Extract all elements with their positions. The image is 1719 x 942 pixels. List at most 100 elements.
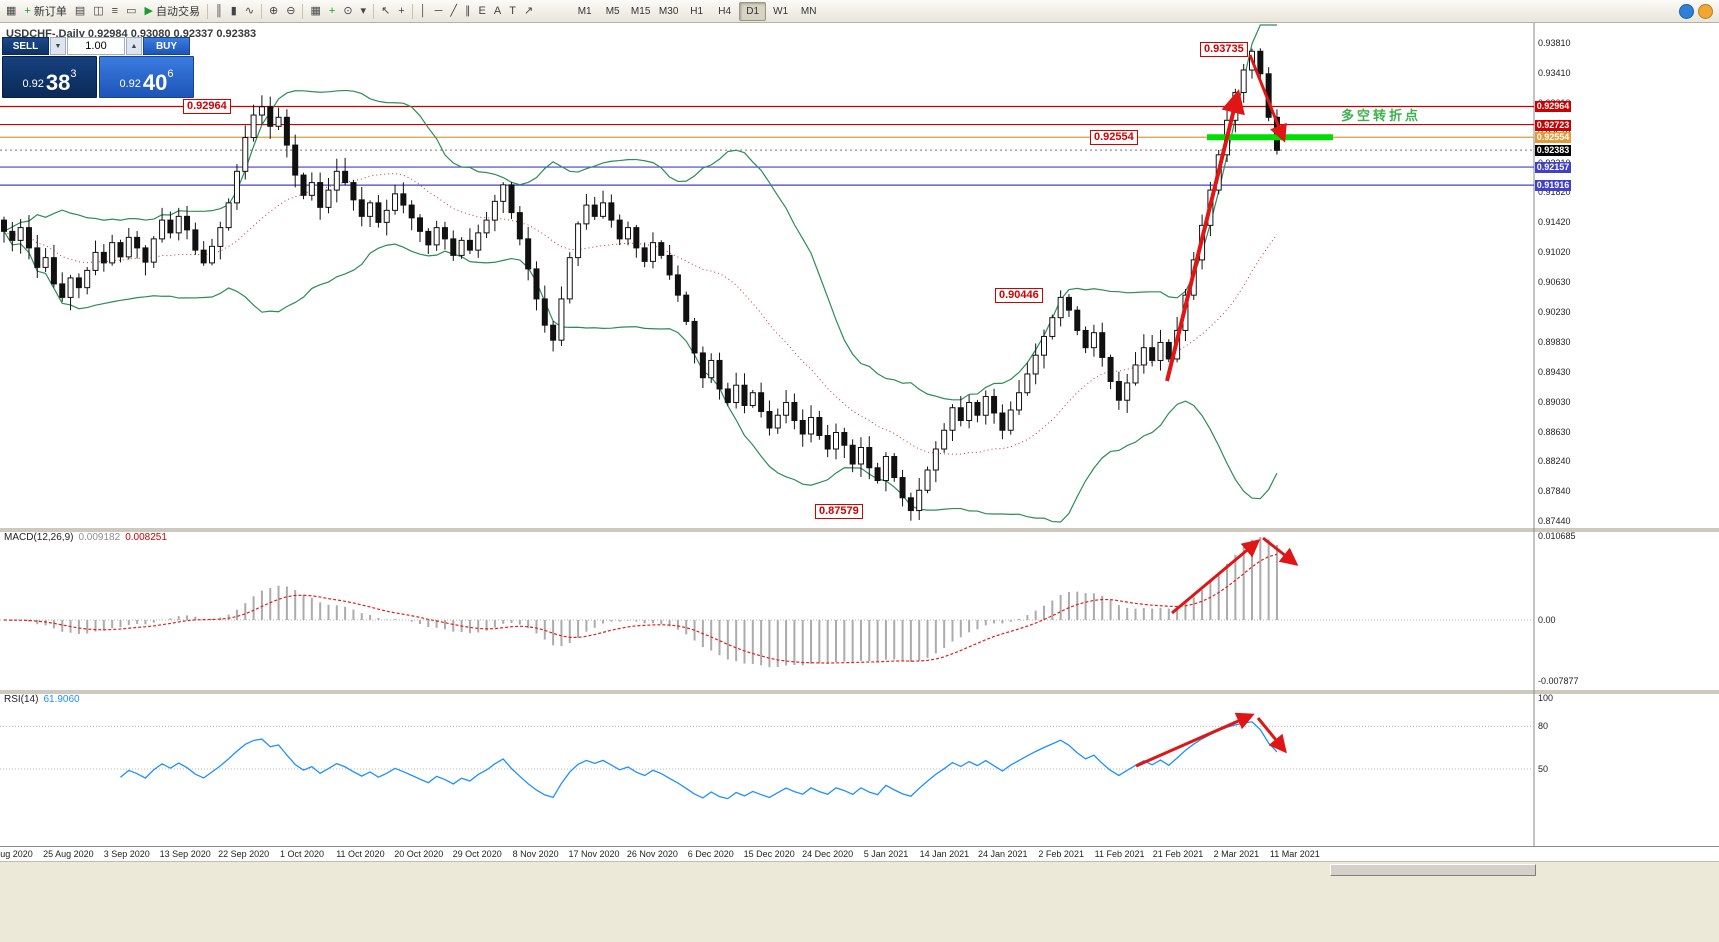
price-callout-label[interactable]: 0.92964 — [183, 99, 231, 115]
candle-body — [17, 227, 24, 241]
rsi-label: RSI(14) — [4, 694, 39, 705]
new-order-button[interactable]: + 新订单 — [20, 1, 70, 21]
volume-input[interactable] — [67, 37, 125, 55]
candle-body — [1, 219, 7, 232]
text-label-icon[interactable]: T — [505, 1, 520, 21]
indicators-button[interactable]: + — [325, 1, 339, 21]
sell-quote-button[interactable]: 0.92 38 3 — [2, 56, 97, 98]
panel-separator[interactable] — [0, 690, 1719, 694]
price-axis-label: 0.88240 — [1538, 456, 1571, 466]
time-axis-label: 26 Nov 2020 — [626, 849, 678, 859]
candle-body — [941, 429, 948, 450]
trend-arrow[interactable] — [1262, 536, 1299, 566]
timeframe-m1-button[interactable]: M1 — [577, 5, 592, 17]
candle-body — [59, 283, 66, 298]
equidistant-channel-icon[interactable]: ∥ — [461, 1, 475, 21]
candle-body — [117, 242, 124, 258]
candle-body — [833, 431, 839, 450]
rsi-axis-label: 50 — [1538, 764, 1549, 774]
candle-body — [167, 219, 174, 234]
bollinger-middle-band — [3, 172, 1278, 455]
trend-arrow[interactable] — [1256, 717, 1287, 754]
candle-body — [1082, 329, 1089, 349]
time-axis-label: 11 Oct 2020 — [336, 849, 385, 859]
candle-body — [1024, 373, 1031, 394]
candle-body — [100, 251, 107, 264]
sell-price-pip: 3 — [70, 68, 77, 80]
price-tag: 0.92723 — [1535, 119, 1571, 131]
candle-body — [258, 106, 265, 116]
candle-body — [84, 269, 91, 289]
zoom-out-icon[interactable]: ⊖ — [282, 1, 299, 21]
templates-button[interactable]: ▾ — [357, 1, 371, 21]
text-label-icon-glyph: T — [509, 4, 516, 17]
trend-arrow[interactable] — [1171, 539, 1261, 615]
candle-body — [932, 448, 939, 471]
timeframe-m15-button[interactable]: M15 — [630, 5, 651, 17]
candle-body — [1240, 69, 1247, 94]
panel-separator[interactable] — [0, 528, 1719, 532]
candle-body — [1132, 364, 1139, 384]
candle-body — [841, 431, 848, 446]
vertical-line-icon[interactable]: │ — [416, 1, 431, 21]
price-callout-label[interactable]: 0.93735 — [1200, 41, 1248, 57]
volume-up-button[interactable]: ▲ — [126, 37, 142, 55]
tile-windows-icon[interactable]: ▦ — [306, 1, 324, 21]
cursor-icon[interactable]: ↖ — [377, 1, 394, 21]
buy-price-prefix: 0.92 — [119, 78, 141, 91]
autotrading-button[interactable]: ▶ 自动交易 — [140, 1, 203, 21]
chart-area[interactable]: USDCHF-,Daily 0.92984 0.93080 0.92337 0.… — [0, 23, 1719, 846]
timeframe-mn-button[interactable]: MN — [800, 5, 817, 17]
text-icon[interactable]: A — [490, 1, 505, 21]
candle-body — [1140, 347, 1147, 366]
data-window-icon[interactable]: ◫ — [89, 1, 107, 21]
bollinger-upper-band — [3, 24, 1277, 401]
candle-body — [458, 239, 465, 256]
candle-body — [774, 414, 781, 429]
price-callout-label[interactable]: 0.92554 — [1090, 130, 1138, 146]
candlestick-chart-icon[interactable]: ▮ — [227, 1, 241, 21]
sell-button[interactable]: SELL — [2, 37, 49, 55]
candle-body — [1016, 392, 1023, 411]
timeframe-w1-button[interactable]: W1 — [773, 5, 789, 17]
time-axis-label: 2 Feb 2021 — [1038, 849, 1084, 859]
trend-arrow[interactable] — [1248, 54, 1287, 143]
bar-chart-icon[interactable]: ║ — [211, 1, 227, 21]
trend-arrow[interactable] — [1135, 712, 1255, 768]
timeframe-m5-button[interactable]: M5 — [605, 5, 620, 17]
buy-quote-button[interactable]: 0.92 40 6 — [99, 56, 194, 98]
price-callout-label[interactable]: 0.87579 — [815, 503, 863, 519]
timeframe-h4-button[interactable]: H4 — [718, 5, 732, 17]
notifications-icon[interactable] — [1698, 3, 1713, 19]
horizontal-line-icon[interactable]: ─ — [431, 1, 447, 21]
candle-body — [699, 352, 706, 379]
trendline-icon[interactable]: ╱ — [446, 1, 461, 21]
timeframe-m30-button[interactable]: M30 — [658, 5, 679, 17]
crosshair-icon[interactable]: + — [394, 1, 408, 21]
price-axis-label: 0.87440 — [1538, 516, 1571, 527]
new-chart-icon[interactable]: ▦ — [2, 1, 20, 21]
terminal-icon[interactable]: ▭ — [122, 1, 140, 21]
volume-down-button[interactable]: ▼ — [50, 37, 66, 55]
arrows-tool-icon[interactable]: ↗ — [520, 1, 537, 21]
periods-button[interactable]: ⊙ — [339, 1, 356, 21]
buy-button[interactable]: BUY — [143, 37, 190, 55]
h-scrollbar[interactable] — [0, 861, 1719, 877]
time-axis-label: 15 Dec 2020 — [743, 849, 795, 859]
bull-bear-turning-point-note[interactable]: 多空转折点 — [1341, 108, 1422, 123]
community-icon[interactable] — [1679, 3, 1694, 19]
chart-canvas[interactable] — [0, 23, 1719, 846]
timeframe-d1-button[interactable]: D1 — [739, 1, 767, 21]
price-callout-label[interactable]: 0.90446 — [995, 288, 1043, 304]
market-watch-icon[interactable]: ▤ — [71, 1, 89, 21]
h-scrollbar-thumb[interactable] — [1330, 864, 1536, 876]
timeframe-h1-button[interactable]: H1 — [690, 5, 704, 17]
navigator-icon[interactable]: ≡ — [108, 1, 122, 21]
zoom-in-icon[interactable]: ⊕ — [265, 1, 282, 21]
zoom-out-icon-glyph: ⊖ — [286, 4, 296, 17]
candle-body — [708, 359, 715, 379]
line-chart-icon[interactable]: ∿ — [241, 1, 258, 21]
fibonacci-icon[interactable]: E — [475, 1, 490, 21]
trend-arrow[interactable] — [1165, 89, 1245, 382]
candle-body — [408, 204, 415, 219]
